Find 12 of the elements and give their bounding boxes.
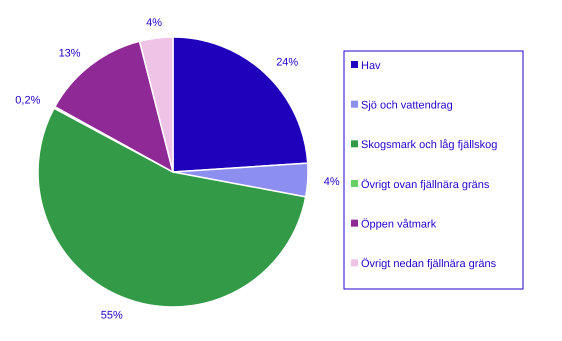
legend-label: Sjö och vattendrag bbox=[361, 100, 453, 112]
data-label: 24% bbox=[276, 56, 298, 69]
data-label: 0,2% bbox=[15, 94, 41, 107]
legend-label: Öppen våtmark bbox=[361, 218, 437, 231]
legend-label: Övrigt ovan fjällnära gräns bbox=[361, 178, 490, 191]
data-label: 4% bbox=[324, 176, 340, 188]
data-label: 55% bbox=[100, 309, 124, 322]
data-label: 13% bbox=[58, 47, 81, 60]
legend-label: Skogsmark och låg fjällskog bbox=[361, 139, 498, 152]
legend-label: Hav bbox=[361, 60, 382, 72]
legend-label: Övrigt nedan fjällnära gräns bbox=[361, 257, 497, 270]
data-label: 4% bbox=[146, 17, 162, 30]
